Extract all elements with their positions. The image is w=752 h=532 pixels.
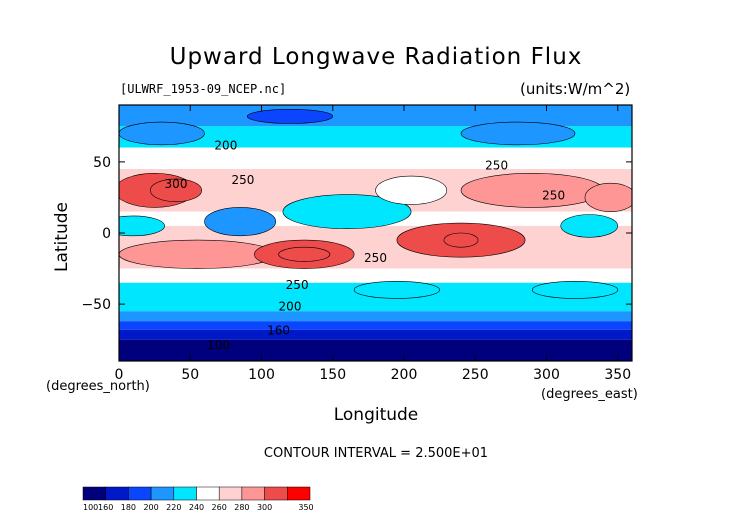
contour-label-8: 160 (267, 324, 290, 338)
heat-band-2 (119, 147, 632, 169)
file-label: [ULWRF_1953-09_NCEP.nc] (120, 82, 287, 96)
legend-label-8: 300 (257, 503, 272, 512)
heat-blob-1 (150, 178, 202, 203)
x-axis-label: Longitude (333, 405, 419, 425)
x-tick-label-6: 300 (533, 367, 560, 383)
legend-swatch-4 (173, 486, 197, 501)
heat-blob-13 (560, 214, 619, 238)
contour-label-2: 250 (232, 173, 255, 187)
heat-blob-7 (278, 246, 331, 262)
legend-label-6: 260 (212, 503, 227, 512)
legend-label-2: 180 (121, 503, 136, 512)
heat-blob-17 (353, 281, 440, 299)
contour-label-0: 200 (214, 139, 237, 153)
legend-swatch-2 (128, 486, 152, 501)
heat-blob-12 (375, 175, 448, 205)
contour-label-4: 250 (542, 189, 565, 203)
heat-blob-10 (460, 172, 604, 208)
heat-band-11 (119, 329, 632, 340)
legend-label-9: 350 (298, 503, 313, 512)
x-tick-label-5: 250 (462, 367, 489, 383)
x-tick-label-4: 200 (391, 367, 418, 383)
contour-label-6: 250 (286, 278, 309, 292)
contour-label-1: 300 (165, 177, 188, 191)
legend-label-7: 280 (234, 503, 249, 512)
legend-swatch-6 (218, 486, 243, 501)
legend-label-1: 160 (98, 503, 113, 512)
contour-interval-note: CONTOUR INTERVAL = 2.500E+01 (263, 446, 489, 461)
heat-band-9 (119, 311, 632, 322)
heat-blob-5 (119, 239, 277, 269)
legend-swatch-5 (196, 486, 220, 501)
heat-blob-16 (246, 108, 334, 124)
x-axis-units: (degrees_east) (541, 387, 638, 402)
x-tick-label-0: 0 (115, 367, 124, 383)
y-tick-label-1: 0 (102, 226, 111, 242)
heat-band-8 (119, 297, 632, 312)
legend-swatch-1 (105, 486, 129, 501)
units-label: (units:W/m^2) (520, 80, 631, 98)
heat-band-12 (119, 339, 632, 361)
axes: 0 50 100 150 200 250 300 350 −50 0 50 (81, 105, 632, 383)
legend-label-5: 240 (189, 503, 204, 512)
legend-label-4: 220 (166, 503, 181, 512)
y-axis-units: (degrees_north) (46, 379, 150, 394)
legend-swatch-8 (264, 486, 288, 501)
heatmap-plot-area: 200 300 250 250 250 250 250 200 160 100 (119, 105, 632, 361)
legend-swatch-9 (287, 486, 311, 501)
contour-label-9: 100 (207, 338, 230, 352)
heat-blob-9 (443, 232, 479, 248)
legend-swatch-3 (150, 486, 175, 501)
heat-blob-11 (584, 182, 632, 212)
heat-band-6 (119, 268, 632, 283)
heat-band-10 (119, 321, 632, 330)
x-tick-label-3: 150 (319, 367, 346, 383)
heat-blob-3 (204, 207, 277, 237)
legend-label-0: 100 (83, 503, 98, 512)
x-tick-label-1: 50 (181, 367, 199, 383)
legend-swatch-7 (241, 486, 265, 501)
x-tick-label-2: 100 (248, 367, 275, 383)
legend-swatch-0 (82, 486, 106, 501)
heat-band-0 (119, 105, 632, 127)
y-tick-label-0: −50 (81, 297, 111, 313)
heat-blob-15 (460, 121, 576, 146)
contour-label-3: 250 (485, 159, 508, 173)
color-legend: 100 160 180 200 220 240 260 280 300 350 (82, 486, 314, 512)
legend-label-3: 200 (143, 503, 158, 512)
heat-blob-2 (119, 215, 165, 237)
y-tick-label-2: 50 (93, 155, 111, 171)
heat-blob-14 (119, 121, 205, 146)
heat-blob-4 (282, 194, 412, 230)
contour-label-5: 250 (364, 251, 387, 265)
contour-label-7: 200 (279, 299, 302, 313)
heat-blob-18 (531, 281, 619, 299)
x-tick-label-7: 350 (604, 367, 631, 383)
chart-title: Upward Longwave Radiation Flux (169, 44, 583, 70)
